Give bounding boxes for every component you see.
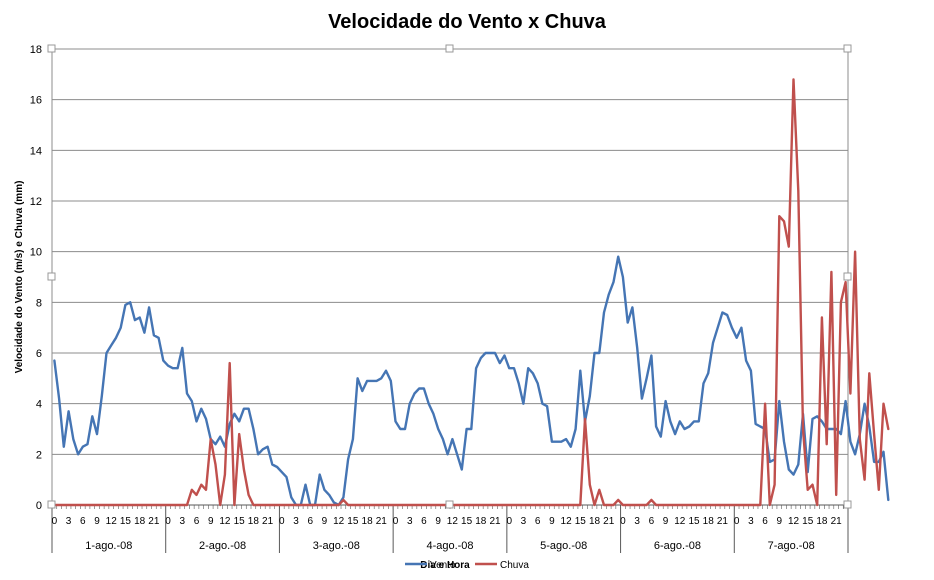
- y-tick-label: 8: [36, 297, 42, 309]
- x-tick-label: 0: [165, 516, 171, 527]
- x-tick-label: 21: [262, 516, 274, 527]
- x-tick-label: 3: [293, 516, 299, 527]
- x-tick-label: 0: [52, 516, 58, 527]
- legend-label: Vento: [430, 560, 456, 571]
- x-tick-label: 9: [549, 516, 555, 527]
- x-tick-label: 18: [816, 516, 828, 527]
- x-tick-label: 18: [475, 516, 487, 527]
- y-tick-label: 14: [30, 145, 42, 157]
- x-tick-label: 12: [106, 516, 118, 527]
- resize-handle[interactable]: [843, 44, 852, 53]
- x-tick-label: 12: [219, 516, 231, 527]
- x-tick-label: 9: [322, 516, 328, 527]
- x-tick-label: 0: [734, 516, 740, 527]
- series-lines: [53, 78, 890, 507]
- x-tick-label: 21: [603, 516, 615, 527]
- x-tick-label: 18: [589, 516, 601, 527]
- y-tick-label: 16: [30, 95, 42, 107]
- x-tick-label: 6: [535, 516, 541, 527]
- x-tick-label: 15: [461, 516, 473, 527]
- x-tick-label: 9: [663, 516, 669, 527]
- x-tick-label: 15: [688, 516, 700, 527]
- y-tick-label: 6: [36, 348, 42, 360]
- resize-handle[interactable]: [445, 500, 454, 509]
- x-tick-label: 12: [561, 516, 573, 527]
- legend: Vento Chuva: [405, 560, 529, 571]
- x-tick-label: 6: [307, 516, 313, 527]
- x-tick-label: 21: [376, 516, 388, 527]
- x-tick-label: 18: [248, 516, 260, 527]
- legend-label: Chuva: [500, 560, 529, 571]
- resize-handle[interactable]: [47, 272, 56, 281]
- y-tick-label: 0: [36, 500, 42, 512]
- y-axis-label: Velocidade do Vento (m/s) e Chuva (mm): [14, 181, 25, 374]
- x-tick-label: 6: [421, 516, 427, 527]
- y-tick-label: 2: [36, 449, 42, 461]
- x-tick-label: 18: [703, 516, 715, 527]
- x-tick-label: 21: [148, 516, 160, 527]
- x-tick-label: 12: [447, 516, 459, 527]
- x-tick-label: 15: [347, 516, 359, 527]
- x-tick-label: 15: [120, 516, 132, 527]
- resize-handle[interactable]: [47, 500, 56, 509]
- day-label: 6-ago.-08: [654, 540, 701, 552]
- x-tick-label: 15: [575, 516, 587, 527]
- series-line-chuva: [53, 78, 890, 507]
- x-tick-label: 9: [208, 516, 214, 527]
- x-tick-label: 12: [674, 516, 686, 527]
- resize-handle[interactable]: [843, 272, 852, 281]
- x-tick-label: 9: [435, 516, 441, 527]
- x-tick-label: 0: [620, 516, 626, 527]
- x-tick-label: 21: [717, 516, 729, 527]
- x-tick-label: 12: [333, 516, 345, 527]
- x-tick-label: 0: [506, 516, 512, 527]
- x-tick-label: 3: [634, 516, 640, 527]
- x-tick-label: 0: [393, 516, 399, 527]
- x-tick-label: 6: [80, 516, 86, 527]
- x-tick-label: 18: [134, 516, 146, 527]
- x-axis-label: Dia e Hora: [420, 560, 470, 571]
- gridlines: [51, 48, 849, 506]
- y-tick-label: 4: [36, 399, 42, 411]
- x-tick-label: 15: [234, 516, 246, 527]
- x-tick-label: 3: [748, 516, 754, 527]
- x-axis: 0 3 6 9 12 15 18 211-ago.-080 3 6 9 12 15 18 212-ago.-…: [51, 504, 849, 553]
- day-label: 4-ago.-08: [426, 540, 473, 552]
- x-tick-label: 6: [762, 516, 768, 527]
- day-label: 2-ago.-08: [199, 540, 246, 552]
- x-tick-label: 21: [489, 516, 501, 527]
- x-tick-label: 3: [407, 516, 413, 527]
- x-tick-label: 9: [94, 516, 100, 527]
- x-tick-label: 3: [180, 516, 186, 527]
- x-tick-label: 3: [521, 516, 527, 527]
- selection-handles[interactable]: [47, 44, 852, 509]
- chart-title: Velocidade do Vento x Chuva: [328, 11, 607, 33]
- x-tick-label: 6: [194, 516, 200, 527]
- y-tick-label: 18: [30, 44, 42, 56]
- resize-handle[interactable]: [843, 500, 852, 509]
- y-tick-label: 10: [30, 247, 42, 259]
- x-tick-label: 0: [279, 516, 285, 527]
- x-tick-label: 12: [788, 516, 800, 527]
- resize-handle[interactable]: [445, 44, 454, 53]
- x-tick-label: 15: [802, 516, 814, 527]
- resize-handle[interactable]: [47, 44, 56, 53]
- day-label: 5-ago.-08: [540, 540, 587, 552]
- x-tick-label: 21: [831, 516, 843, 527]
- day-label: 1-ago.-08: [85, 540, 132, 552]
- x-tick-label: 6: [649, 516, 655, 527]
- series-line-vento: [53, 255, 890, 507]
- day-label: 7-ago.-08: [768, 540, 815, 552]
- y-tick-labels: 0 2 4 6 8 10 12 14 16 18: [30, 44, 42, 512]
- x-tick-label: 3: [66, 516, 72, 527]
- x-tick-label: 18: [362, 516, 374, 527]
- y-tick-label: 12: [30, 196, 42, 208]
- x-tick-label: 9: [777, 516, 783, 527]
- day-label: 3-ago.-08: [313, 540, 360, 552]
